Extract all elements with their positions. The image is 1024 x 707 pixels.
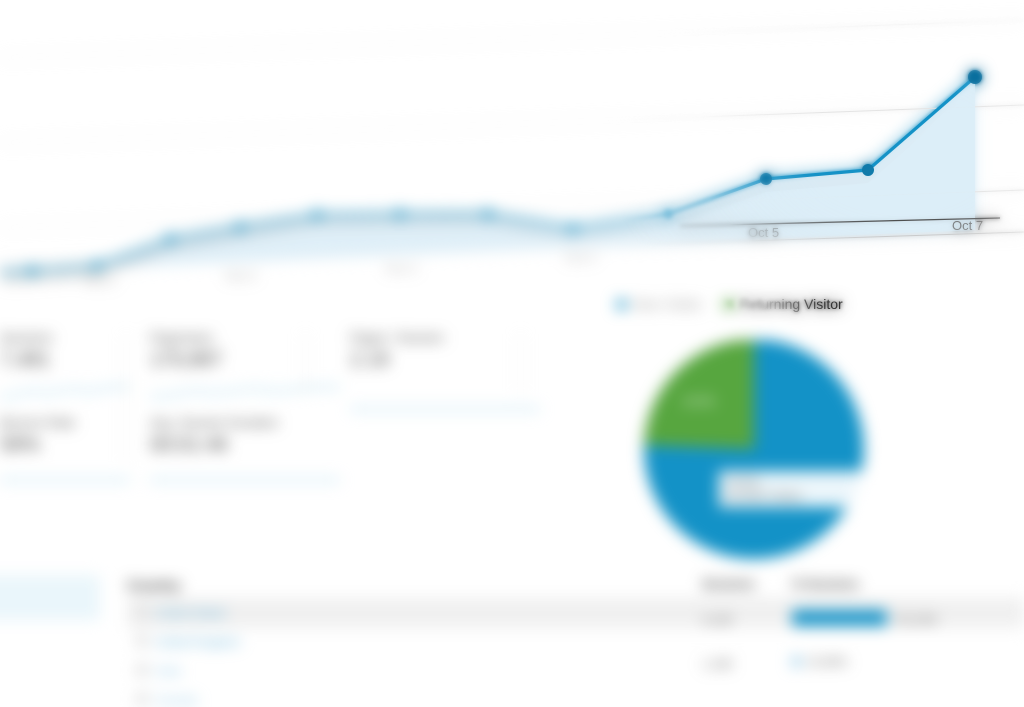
svg-text:(23,062 Visits): (23,062 Visits) bbox=[725, 489, 801, 503]
svg-text:Oct 3: Oct 3 bbox=[385, 261, 416, 276]
svg-text:75.5%: 75.5% bbox=[725, 475, 759, 489]
svg-text:Oct 7: Oct 7 bbox=[952, 218, 983, 233]
svg-text:Oct 1: Oct 1 bbox=[85, 273, 116, 288]
svg-text:Oct 5: Oct 5 bbox=[748, 225, 779, 240]
svg-text:Oct 2: Oct 2 bbox=[225, 268, 256, 283]
svg-text:24.5%: 24.5% bbox=[683, 396, 714, 408]
svg-text:Oct 4: Oct 4 bbox=[565, 250, 596, 265]
